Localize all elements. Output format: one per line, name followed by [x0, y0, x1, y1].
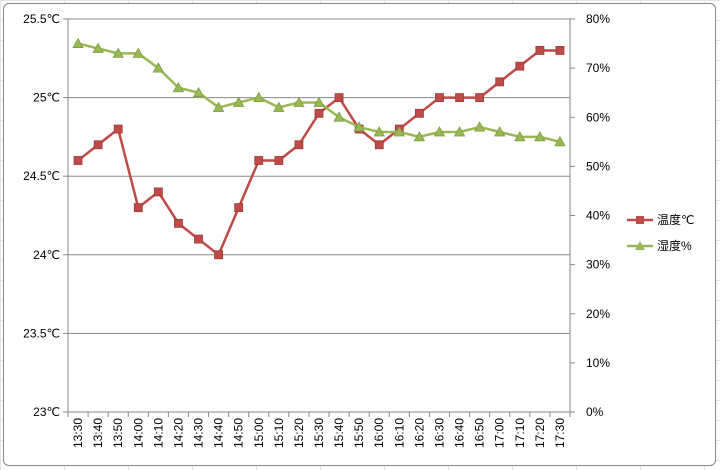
y-right-tick-label: 50%: [586, 159, 610, 173]
data-point-humidity: [514, 131, 526, 142]
x-tick-label: 13:50: [111, 418, 125, 448]
data-point-temperature: [93, 140, 103, 150]
data-point-temperature: [113, 124, 123, 134]
data-point-humidity: [353, 121, 365, 132]
y-left-tick-label: 25.5℃: [23, 12, 60, 26]
data-point-humidity: [132, 47, 144, 58]
data-point-temperature: [374, 140, 384, 150]
data-point-humidity: [253, 91, 265, 102]
data-point-temperature: [495, 77, 505, 87]
x-tick-label: 14:10: [151, 418, 165, 448]
y-right-tick-label: 30%: [586, 258, 610, 272]
data-point-humidity: [72, 37, 84, 48]
data-point-temperature: [133, 203, 143, 213]
x-tick-label: 17:10: [513, 418, 527, 448]
x-tick-label: 15:00: [252, 418, 266, 448]
data-point-temperature: [254, 156, 264, 165]
y-right-tick-label: 0%: [586, 405, 604, 419]
x-tick-label: 17:30: [553, 418, 567, 448]
y-left-tick-label: 25℃: [33, 91, 60, 105]
legend-label: 温度℃: [657, 212, 694, 227]
axis-layer: 23℃ 23.5℃ 24℃ 24.5℃ 25℃ 25.5℃ 0% 10% 20% 30% 40% 50…: [23, 12, 610, 448]
x-tick-label: 13:30: [71, 418, 85, 448]
y-left-tick-label: 23.5℃: [23, 326, 60, 340]
legend-marker-square: [636, 216, 644, 224]
data-point-temperature: [455, 93, 464, 102]
data-point-temperature: [414, 108, 424, 118]
data-point-temperature: [174, 218, 183, 228]
x-tick-label: 14:20: [171, 418, 185, 448]
grid-layer: [68, 18, 570, 413]
data-point-temperature: [214, 250, 224, 260]
data-point-humidity: [333, 111, 345, 122]
data-point-humidity: [373, 126, 385, 137]
x-tick-label: 16:10: [392, 418, 406, 448]
data-point-humidity: [152, 62, 165, 73]
data-point-humidity: [273, 101, 285, 112]
data-point-temperature: [294, 140, 304, 150]
x-tick-label: 15:10: [272, 418, 286, 448]
x-tick-label: 17:20: [533, 418, 547, 448]
x-tick-label: 16:50: [473, 418, 487, 448]
y-left-tick-label: 23℃: [33, 405, 60, 419]
data-point-temperature: [475, 93, 485, 102]
data-point-humidity: [433, 126, 446, 137]
data-point-humidity: [554, 135, 566, 147]
x-tick-label: 16:20: [412, 418, 426, 448]
data-point-temperature: [535, 46, 545, 55]
y-right-tick-label: 20%: [586, 307, 610, 321]
x-tick-label: 16:30: [432, 418, 446, 448]
data-point-temperature: [555, 46, 565, 55]
data-point-temperature: [234, 203, 244, 213]
data-point-temperature: [435, 93, 444, 102]
y-left-tick-label: 24.5℃: [23, 169, 60, 183]
x-tick-label: 14:50: [232, 418, 246, 448]
x-tick-label: 15:50: [352, 418, 366, 448]
data-point-humidity: [473, 121, 486, 132]
data-point-humidity: [172, 81, 185, 93]
data-point-humidity: [453, 126, 466, 137]
data-point-temperature: [274, 156, 284, 165]
series-line: [77, 49, 560, 257]
data-point-temperature: [314, 108, 324, 118]
data-point-humidity: [233, 96, 245, 107]
data-point-humidity: [313, 96, 325, 107]
data-point-humidity: [92, 42, 104, 53]
data-point-temperature: [515, 61, 525, 71]
x-tick-label: 15:40: [332, 418, 346, 448]
legend-layer: 温度℃ 湿度%: [627, 212, 694, 253]
x-tick-label: 16:00: [372, 418, 386, 448]
data-point-humidity: [494, 126, 506, 137]
x-tick-label: 15:20: [292, 418, 306, 448]
x-tick-label: 14:30: [192, 418, 206, 448]
data-point-temperature: [334, 93, 344, 102]
series-layer: [72, 37, 566, 260]
y-right-tick-label: 70%: [586, 61, 610, 75]
chart-frame[interactable]: [3, 3, 716, 466]
data-point-humidity: [413, 131, 426, 142]
data-point-humidity: [192, 86, 205, 98]
data-point-humidity: [212, 101, 225, 112]
x-tick-label: 14:40: [212, 418, 226, 448]
y-right-tick-label: 80%: [586, 12, 610, 26]
x-tick-label: 17:00: [493, 418, 507, 448]
data-point-temperature: [73, 156, 83, 165]
legend-label: 湿度%: [657, 238, 692, 253]
data-point-humidity: [393, 126, 405, 137]
data-point-humidity: [534, 131, 546, 142]
data-point-temperature: [153, 187, 163, 197]
x-tick-label: 14:00: [131, 418, 145, 448]
data-point-temperature: [194, 234, 203, 244]
x-tick-label: 13:40: [91, 418, 105, 448]
y-left-tick-label: 24℃: [33, 248, 60, 262]
y-right-tick-label: 10%: [586, 356, 610, 370]
data-point-humidity: [293, 96, 305, 107]
x-tick-label: 16:40: [453, 418, 467, 448]
legend-marker-triangle: [635, 241, 645, 250]
data-point-humidity: [112, 47, 124, 58]
x-tick-label: 15:30: [312, 418, 326, 448]
y-right-tick-label: 60%: [586, 110, 610, 124]
y-right-tick-label: 40%: [586, 209, 610, 223]
